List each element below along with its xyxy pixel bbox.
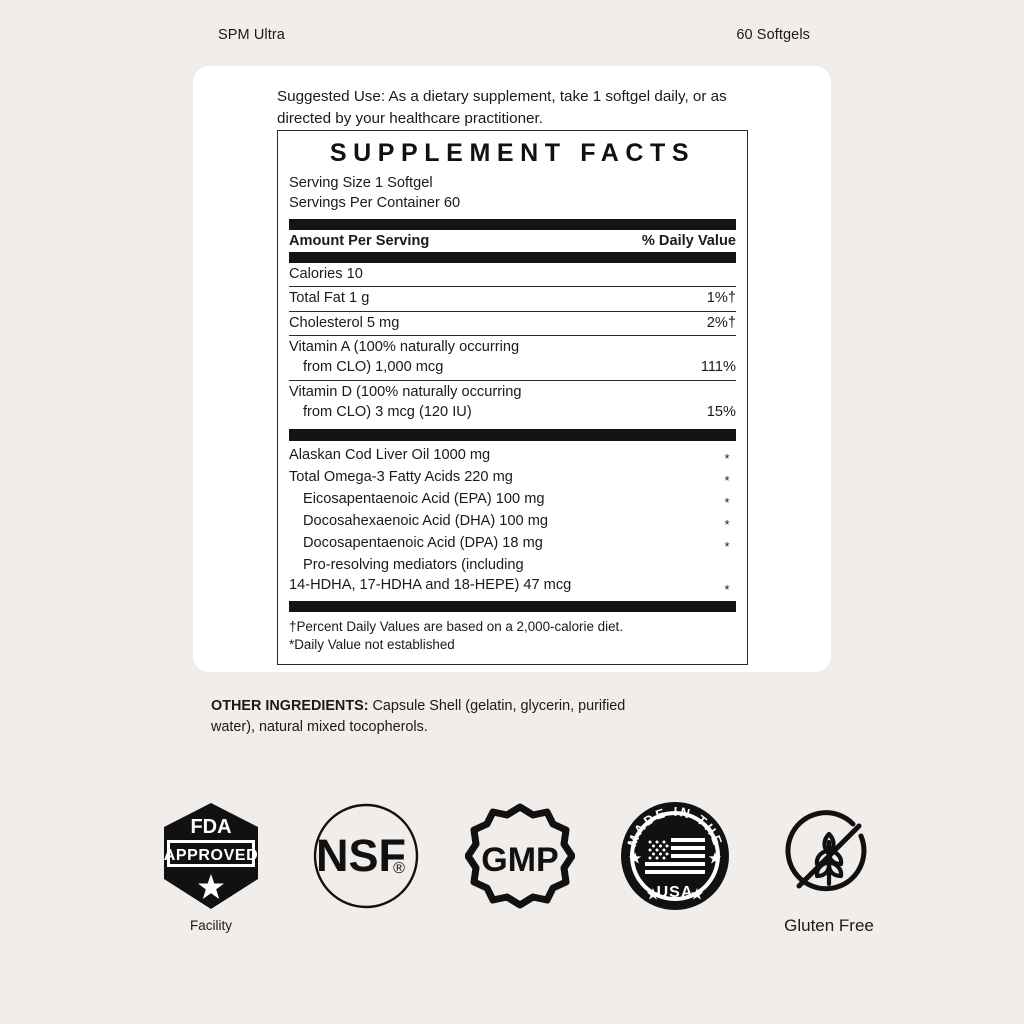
ingredient-name: Alaskan Cod Liver Oil 1000 mg bbox=[289, 446, 491, 463]
gmp-icon: GMP bbox=[465, 800, 575, 912]
ingredient-rows: Alaskan Cod Liver Oil 1000 mg * Total Om… bbox=[289, 441, 736, 597]
serving-size: Serving Size 1 Softgel bbox=[289, 175, 433, 191]
badge-gmp: GMP bbox=[449, 800, 591, 912]
servings-per-container: Servings Per Container 60 bbox=[289, 194, 461, 211]
amount-per-serving-label: Amount Per Serving bbox=[289, 232, 430, 249]
nutrient-value: 1%† bbox=[706, 290, 736, 307]
table-row: Docosahexaenoic Acid (DHA) 100 mg * bbox=[289, 510, 736, 532]
gmp-text: GMP bbox=[481, 841, 558, 879]
divider-bar-middle bbox=[289, 428, 736, 441]
footnote-dagger: †Percent Daily Values are based on a 2,0… bbox=[289, 618, 623, 634]
table-row: Pro-resolving mediators (including 14-HD… bbox=[289, 554, 736, 596]
other-ingredients-text: Capsule Shell (gelatin, glycerin, purifi… bbox=[211, 698, 626, 735]
nutrient-name: Vitamin D (100% naturally occurring from… bbox=[289, 383, 707, 423]
table-row: Alaskan Cod Liver Oil 1000 mg * bbox=[289, 444, 736, 466]
ingredient-name-line2: 14-HDHA, 17-HDHA and 18-HEPE) 47 mcg bbox=[289, 577, 572, 594]
usa-text: USA bbox=[656, 884, 693, 901]
ingredient-value: * bbox=[724, 472, 730, 488]
suggested-use-text: Suggested Use: As a dietary supplement, … bbox=[277, 88, 727, 127]
table-row: Cholesterol 5 mg 2%† bbox=[289, 312, 736, 337]
made-in-usa-icon: MADE IN THE USA bbox=[619, 800, 731, 912]
page-header: SPM Ultra 60 Softgels bbox=[218, 27, 810, 43]
gluten-free-icon bbox=[775, 800, 883, 912]
badge-nsf: NSF ® bbox=[295, 800, 437, 912]
table-row: Vitamin D (100% naturally occurring from… bbox=[289, 381, 736, 425]
daily-value-label: % Daily Value bbox=[641, 232, 736, 249]
nutrient-name-line1: Vitamin D (100% naturally occurring bbox=[289, 384, 522, 401]
supplement-facts-panel: SUPPLEMENT FACTS Serving Size 1 Softgel … bbox=[277, 130, 748, 666]
ingredient-value: * bbox=[724, 517, 730, 533]
table-row: Calories 10 bbox=[289, 263, 736, 288]
ingredient-name-line1: Pro-resolving mediators (including bbox=[303, 557, 524, 574]
nutrient-name-line2: from CLO) 1,000 mcg bbox=[303, 359, 444, 376]
other-ingredients-label: OTHER INGREDIENTS: bbox=[211, 698, 369, 714]
table-row: Docosapentaenoic Acid (DPA) 18 mg * bbox=[289, 532, 736, 554]
certification-badges: FDA APPROVED Facility NSF ® GMP bbox=[140, 800, 900, 936]
nutrient-value: 15% bbox=[706, 404, 736, 421]
table-row: Total Omega-3 Fatty Acids 220 mg * bbox=[289, 466, 736, 488]
footnote-star: *Daily Value not established bbox=[289, 637, 455, 653]
footnotes: †Percent Daily Values are based on a 2,0… bbox=[289, 612, 736, 656]
nutrient-name-line1: Vitamin A (100% naturally occurring bbox=[289, 339, 520, 356]
table-row: Eicosapentaenoic Acid (EPA) 100 mg * bbox=[289, 488, 736, 510]
table-row: Total Fat 1 g 1%† bbox=[289, 287, 736, 312]
divider-bar-under-header bbox=[289, 251, 736, 263]
supplement-facts-card: Suggested Use: As a dietary supplement, … bbox=[193, 66, 831, 672]
badge-caption: Facility bbox=[189, 918, 232, 933]
approved-text: APPROVED bbox=[164, 847, 259, 864]
badge-fda-approved-facility: FDA APPROVED Facility bbox=[140, 800, 282, 933]
supplement-facts-title: SUPPLEMENT FACTS bbox=[329, 139, 696, 167]
ingredient-name: Total Omega-3 Fatty Acids 220 mg bbox=[289, 468, 513, 485]
nutrient-value: 111% bbox=[700, 359, 736, 376]
ingredient-value: * bbox=[724, 495, 730, 511]
ingredient-name: Docosahexaenoic Acid (DHA) 100 mg bbox=[303, 513, 548, 530]
registered-mark: ® bbox=[393, 860, 405, 877]
nutrient-name: Calories 10 bbox=[289, 265, 363, 282]
nutrient-name-line2: from CLO) 3 mcg (120 IU) bbox=[303, 403, 472, 420]
softgel-count: 60 Softgels bbox=[736, 27, 810, 43]
serving-info: Serving Size 1 Softgel Servings Per Cont… bbox=[289, 174, 736, 219]
nsf-icon: NSF ® bbox=[311, 800, 421, 912]
nutrient-value: 2%† bbox=[706, 314, 736, 331]
ingredient-name: Docosapentaenoic Acid (DPA) 18 mg bbox=[303, 535, 543, 552]
nutrient-name: Cholesterol 5 mg bbox=[289, 314, 400, 331]
ingredient-name: Pro-resolving mediators (including 14-HD… bbox=[289, 555, 718, 595]
ingredient-value: * bbox=[724, 450, 730, 466]
badge-caption: Gluten Free bbox=[784, 916, 874, 935]
other-ingredients: OTHER INGREDIENTS: Capsule Shell (gelati… bbox=[211, 696, 661, 738]
divider-bar-top bbox=[289, 218, 736, 230]
ingredient-value: * bbox=[724, 539, 730, 555]
badge-gluten-free: Gluten Free bbox=[758, 800, 900, 936]
amount-per-serving-header: Amount Per Serving % Daily Value bbox=[289, 230, 736, 252]
nutrient-rows: Calories 10 Total Fat 1 g 1%† Cholestero… bbox=[289, 263, 736, 425]
fda-text: FDA bbox=[190, 816, 231, 838]
ingredient-value: * bbox=[724, 581, 730, 597]
nutrient-name: Total Fat 1 g bbox=[289, 290, 370, 307]
badge-made-in-usa: MADE IN THE USA bbox=[604, 800, 746, 912]
nutrient-name: Vitamin A (100% naturally occurring from… bbox=[289, 338, 701, 378]
product-name: SPM Ultra bbox=[218, 27, 285, 43]
ingredient-name: Eicosapentaenoic Acid (EPA) 100 mg bbox=[303, 490, 545, 507]
nsf-text: NSF bbox=[316, 830, 406, 881]
divider-bar-bottom bbox=[289, 600, 736, 612]
fda-shield-icon: FDA APPROVED bbox=[159, 800, 263, 912]
table-row: Vitamin A (100% naturally occurring from… bbox=[289, 336, 736, 382]
